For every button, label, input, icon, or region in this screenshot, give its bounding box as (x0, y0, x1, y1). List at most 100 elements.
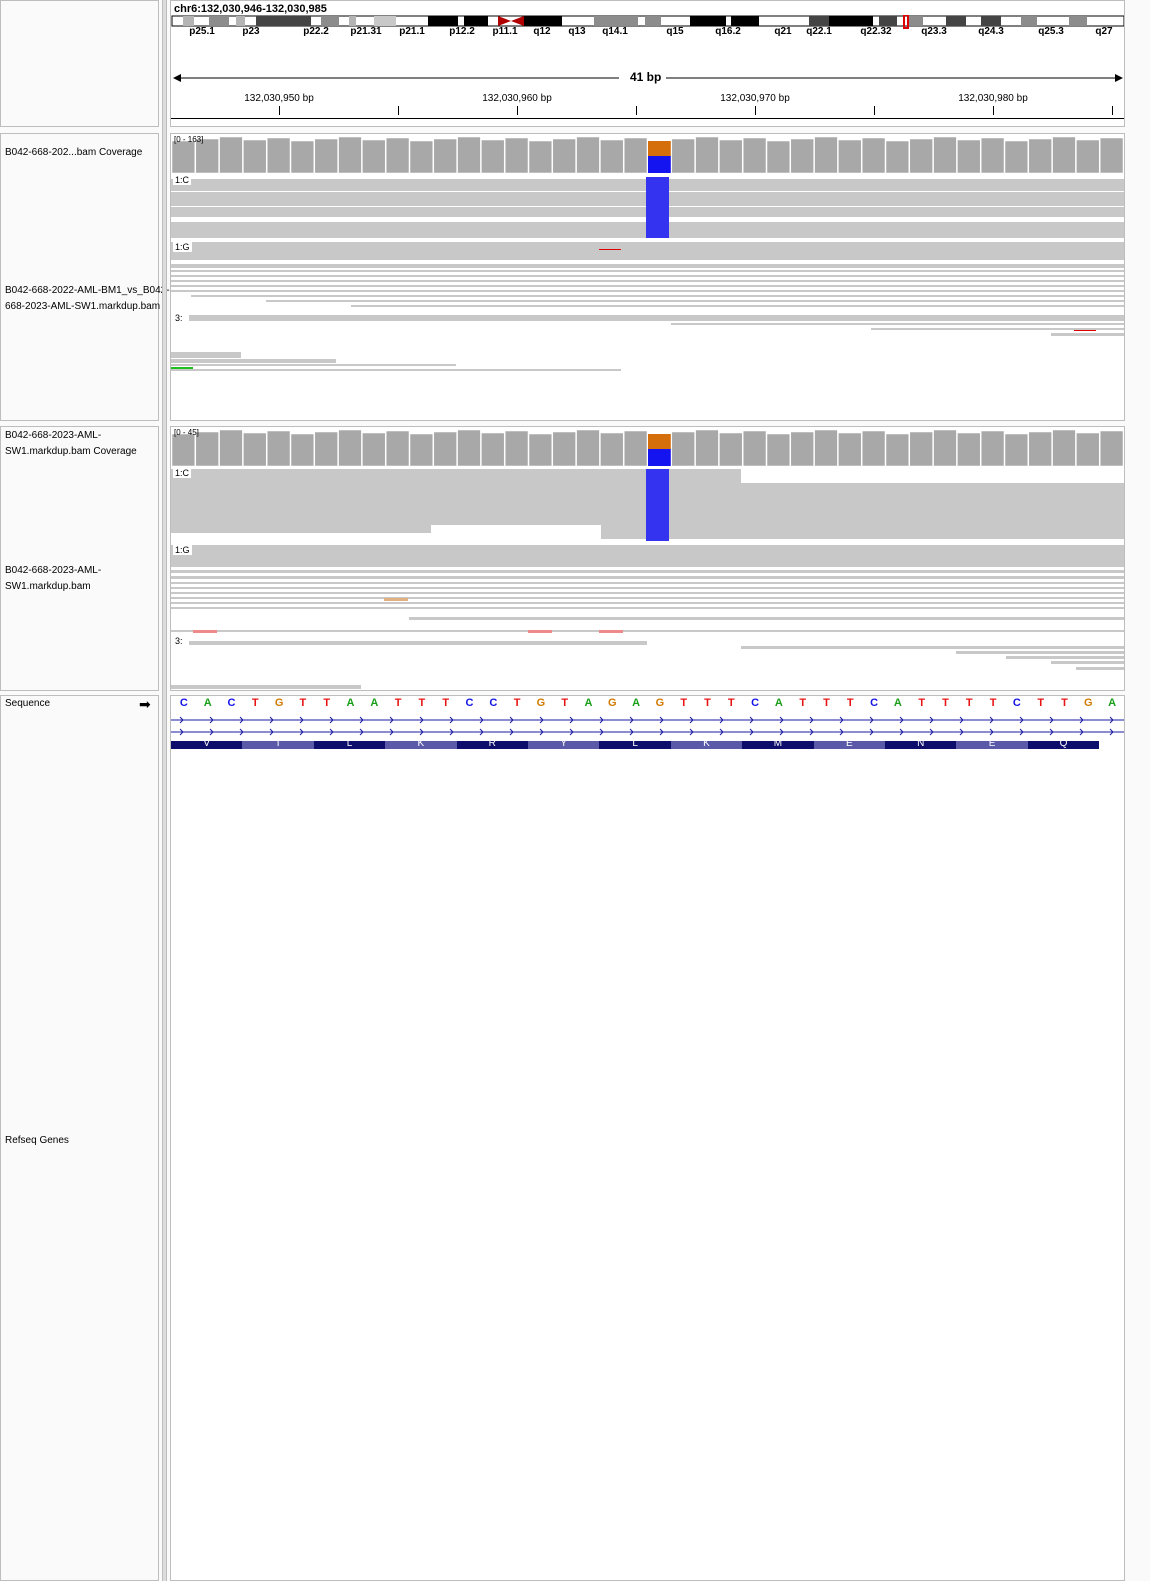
panel-divider[interactable] (162, 0, 167, 1581)
alignment-track-label[interactable]: B042-668-2022-AML-BM1_vs_B042-668-2023-A… (5, 285, 170, 312)
coverage-bar (1028, 431, 1052, 467)
header-name-panel (0, 0, 159, 127)
sequence-base: T (1061, 697, 1068, 709)
alignment-panel-1[interactable]: [0 - 163] 1:C 1:G 3: (170, 133, 1125, 421)
sequence-base: C (179, 697, 188, 709)
strand-arrow-icon[interactable]: ➡ (139, 696, 151, 712)
sequence-base: G (536, 697, 546, 709)
coverage-bar (338, 136, 362, 174)
sequence-base: G (1084, 697, 1093, 709)
group-label: 1:G (173, 545, 192, 555)
ruler-baseline (171, 118, 1124, 119)
coverage-bar (719, 432, 743, 467)
codon-block (670, 741, 743, 749)
strand-chevron-icon (959, 728, 964, 736)
ruler-tick-label: 132,030,970 bp (720, 93, 790, 104)
sequence-base: T (323, 697, 331, 709)
header-panel: chr6:132,030,946-132,030,985 p25.1 p23 p… (170, 0, 1125, 127)
strand-chevron-icon (269, 728, 274, 736)
coverage-bar (814, 136, 838, 174)
alignment-track-label-2[interactable]: B042-668-2023-AML-SW1.markdup.bam (5, 565, 102, 592)
coverage-bars-2[interactable] (171, 427, 1125, 467)
coverage-bar (171, 140, 196, 174)
track-name-panel-bam2: B042-668-2023-AML-SW1.markdup.bam Covera… (0, 426, 159, 691)
sequence-base: G (274, 697, 284, 709)
refseq-genes-label[interactable]: Refseq Genes (5, 1135, 69, 1146)
coverage-bar (385, 430, 410, 467)
sequence-base: T (942, 697, 949, 709)
strand-chevron-icon (779, 728, 784, 736)
group-label: 3: (173, 636, 185, 646)
coverage-bar (695, 429, 719, 467)
strand-chevron-icon (1079, 716, 1084, 724)
coverage-bar (623, 430, 648, 467)
strand-chevron-icon (239, 716, 244, 724)
strand-chevron-icon (209, 716, 214, 724)
sequence-base: A (346, 697, 355, 709)
coverage-bar (600, 432, 624, 467)
sequence-base: T (251, 697, 259, 709)
sequence-base: T (799, 697, 807, 709)
sequence-base: C (465, 697, 474, 709)
coverage-bar (266, 430, 291, 467)
amino-acid-label: E (988, 738, 996, 749)
strand-chevron-icon (749, 716, 754, 724)
coverage-bar (1076, 432, 1100, 467)
strand-chevron-icon (269, 716, 274, 724)
strand-chevron-icon (359, 716, 364, 724)
track-name-panel-bam1: B042-668-202...bam Coverage B042-668-202… (0, 133, 170, 421)
coverage-track-label[interactable]: B042-668-202...bam Coverage (5, 147, 143, 158)
coverage-bar (1099, 430, 1124, 467)
coverage-bar (861, 430, 886, 467)
coverage-bar (766, 140, 791, 174)
strand-chevron-icon (929, 728, 934, 736)
coverage-bar (1004, 140, 1029, 174)
sequence-track-label[interactable]: Sequence (5, 698, 51, 709)
strand-chevron-icon (689, 716, 694, 724)
group-label: 1:C (173, 468, 192, 478)
coverage-bar (790, 431, 814, 467)
coverage-bar (957, 432, 981, 467)
coverage-bar (838, 139, 862, 174)
strand-chevron-icon (599, 716, 604, 724)
strand-chevron-icon (1019, 728, 1024, 736)
sequence-base: T (918, 697, 926, 709)
sequence-base: A (584, 697, 593, 709)
coverage-bar (576, 136, 600, 174)
sequence-base: G (655, 697, 665, 709)
codon-block (813, 741, 885, 749)
coverage-bar (885, 140, 910, 174)
coverage-bars-1[interactable] (171, 134, 1125, 174)
strand-chevron-icon (359, 728, 364, 736)
coverage-bar (1052, 136, 1076, 174)
strand-chevron-icon (569, 716, 574, 724)
coverage-bar (742, 137, 767, 174)
strand-chevron-icon (629, 716, 634, 724)
codon-block (528, 741, 600, 749)
coverage-track-label-2[interactable]: B042-668-2023-AML-SW1.markdup.bam Covera… (5, 430, 137, 457)
coverage-bar (814, 429, 838, 467)
coverage-bar (552, 431, 576, 467)
sequence-base: T (680, 697, 688, 709)
strand-chevron-icon (809, 728, 814, 736)
coverage-bar (623, 137, 648, 174)
coverage-bar (838, 432, 862, 467)
coverage-bar (528, 140, 553, 174)
alignment-panel-2[interactable]: [0 - 45] 1:C 1:G 3: (170, 426, 1125, 691)
coverage-bar (861, 137, 886, 174)
chromosome-ideogram[interactable] (171, 15, 1125, 43)
coverage-bar (481, 432, 505, 467)
variant-ref-bar (648, 434, 671, 449)
strand-chevron-icon (419, 716, 424, 724)
codon-block (742, 741, 814, 749)
amino-acid-label: N (917, 738, 925, 749)
strand-chevron-icon (1109, 728, 1114, 736)
strand-chevron-icon (599, 728, 604, 736)
codon-block (313, 741, 386, 749)
strand-chevron-icon (329, 728, 334, 736)
strand-chevron-icon (749, 728, 754, 736)
strand-chevron-icon (509, 716, 514, 724)
strand-chevron-icon (389, 716, 394, 724)
codon-block (599, 741, 671, 749)
